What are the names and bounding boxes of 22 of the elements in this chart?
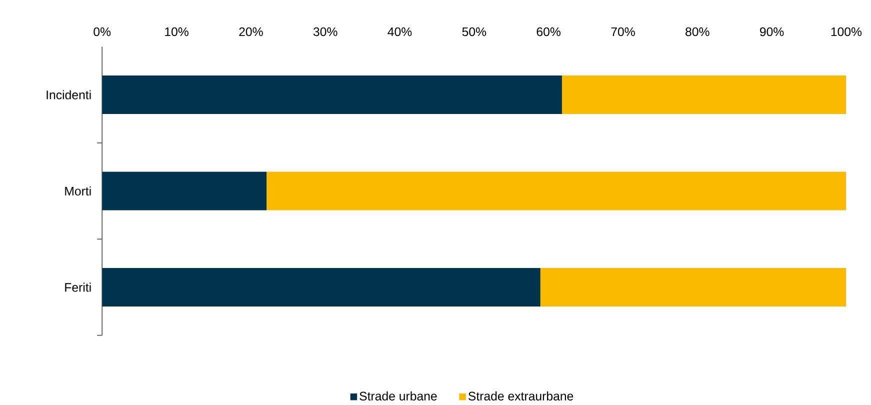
x-tick-label: 60% (536, 27, 560, 36)
y-tick-label: Feriti (65, 282, 91, 292)
x-tick-label: 90% (760, 27, 784, 36)
bar (540, 268, 846, 307)
bar (102, 172, 267, 210)
x-tick-label: 0% (94, 27, 111, 36)
y-tick-label: Morti (65, 186, 91, 196)
bar (266, 172, 846, 210)
legend-label: Strade urbane (360, 392, 437, 401)
x-tick-label: 20% (239, 27, 263, 36)
x-tick-label: 10% (165, 27, 188, 36)
x-tick-label: 100% (831, 27, 862, 36)
bar (102, 76, 562, 114)
bar (102, 268, 540, 307)
bar (562, 76, 846, 114)
x-tick-label: 80% (686, 27, 710, 36)
x-tick-label: 40% (388, 27, 412, 36)
x-tick-label: 70% (611, 27, 635, 36)
legend-label: Strade extraurbane (468, 392, 574, 401)
x-tick-label: 50% (462, 27, 486, 36)
y-tick-label: Incidenti (46, 90, 91, 100)
x-tick-label: 30% (313, 27, 338, 36)
